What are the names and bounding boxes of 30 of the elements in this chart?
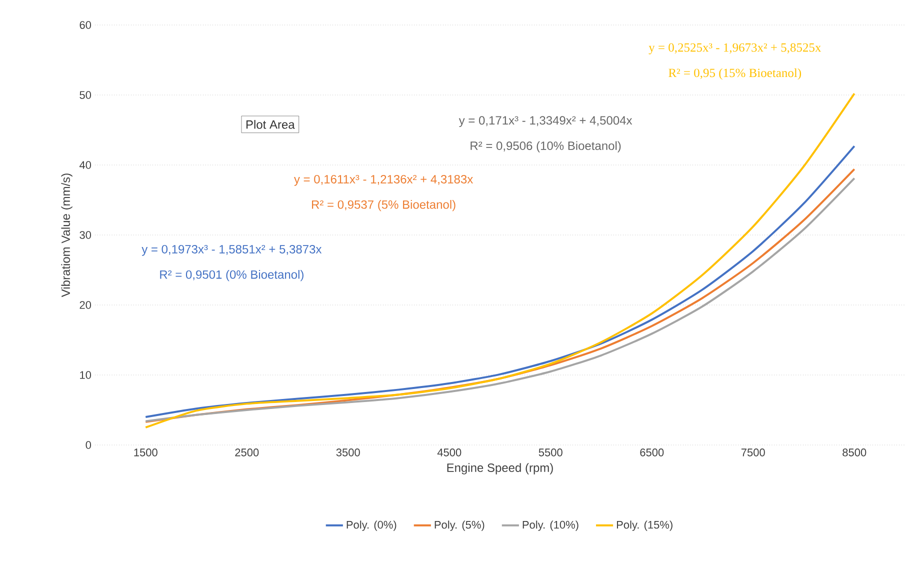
y-tick-label: 20 <box>80 301 92 309</box>
annotation: R² = 0,9501 (0% Bioetanol) <box>160 270 304 282</box>
annotation: y = 0,171x³ - 1,3349x² + 4,5004x <box>458 116 632 128</box>
x-tick-label: 7500 <box>741 448 765 456</box>
legend-label: Poly. (5%) <box>434 520 484 531</box>
y-tick-label: 30 <box>80 231 92 239</box>
x-axis-title: Engine Speed (rpm) <box>447 463 553 474</box>
y-tick-label: 10 <box>80 371 92 379</box>
y-axis-title: Vibratiom Value (mm/s) <box>61 174 72 298</box>
y-tick-label: 40 <box>79 161 92 169</box>
x-tick-label: 5500 <box>538 448 562 456</box>
x-tick-label: 3500 <box>336 448 360 456</box>
y-tick-label: 0 <box>86 441 92 449</box>
y-tick-label: 60 <box>80 21 92 29</box>
x-tick-label: 2500 <box>235 448 259 456</box>
legend-label: Poly. (10%) <box>522 520 578 531</box>
legend-label: Poly. (0%) <box>346 520 396 531</box>
annotation: R² = 0,95 (15% Bioetanol) <box>668 68 802 80</box>
legend-label: Poly. (15%) <box>616 520 672 531</box>
x-tick-label: 8500 <box>842 448 866 456</box>
y-tick-label: 50 <box>80 91 92 99</box>
annotation: Plot Area <box>246 120 295 129</box>
x-tick-label: 1500 <box>134 448 158 456</box>
annotation: R² = 0,9537 (5% Bioetanol) <box>312 200 456 212</box>
annotation: y = 0,1973x³ - 1,5851x² + 5,3873x <box>142 244 322 256</box>
annotation: y = 0,1611x³ - 1,2136x² + 4,3183x <box>294 174 474 186</box>
annotation: R² = 0,9506 (10% Bioetanol) <box>470 141 621 152</box>
x-tick-label: 4500 <box>437 448 462 456</box>
x-tick-label: 6500 <box>640 448 664 456</box>
annotation: y = 0,2525x³ - 1,9673x² + 5,8525x <box>648 43 822 54</box>
